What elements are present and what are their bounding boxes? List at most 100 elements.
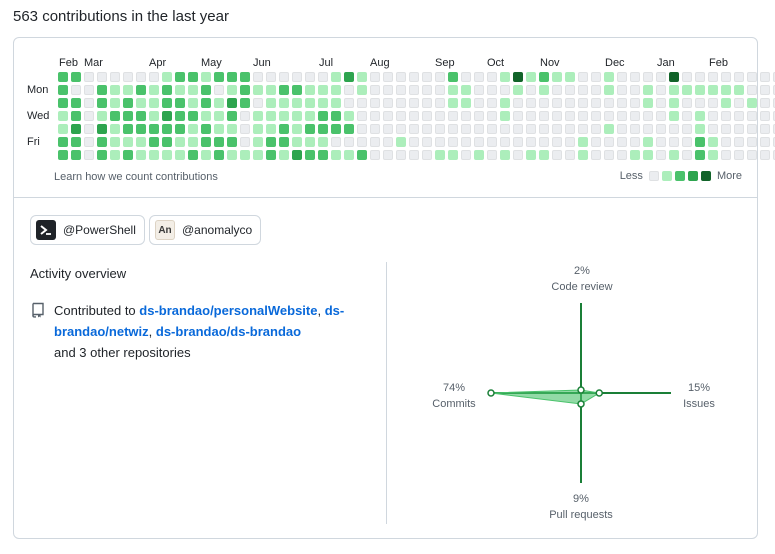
- contribution-day[interactable]: [396, 137, 406, 147]
- contribution-day[interactable]: [539, 137, 549, 147]
- contribution-day[interactable]: [331, 111, 341, 121]
- contribution-day[interactable]: [201, 98, 211, 108]
- contribution-day[interactable]: [448, 150, 458, 160]
- contribution-day[interactable]: [71, 111, 81, 121]
- contribution-day[interactable]: [136, 124, 146, 134]
- contribution-day[interactable]: [656, 137, 666, 147]
- contribution-day[interactable]: [58, 124, 68, 134]
- contribution-day[interactable]: [409, 150, 419, 160]
- contribution-day[interactable]: [643, 98, 653, 108]
- contribution-day[interactable]: [513, 98, 523, 108]
- contribution-day[interactable]: [539, 124, 549, 134]
- contribution-day[interactable]: [344, 137, 354, 147]
- contribution-day[interactable]: [591, 111, 601, 121]
- contribution-day[interactable]: [370, 98, 380, 108]
- contribution-day[interactable]: [747, 98, 757, 108]
- contribution-day[interactable]: [201, 72, 211, 82]
- contribution-day[interactable]: [461, 111, 471, 121]
- contribution-day[interactable]: [734, 124, 744, 134]
- contribution-day[interactable]: [97, 124, 107, 134]
- contribution-day[interactable]: [630, 72, 640, 82]
- contribution-day[interactable]: [708, 85, 718, 95]
- contribution-day[interactable]: [539, 85, 549, 95]
- contribution-day[interactable]: [500, 72, 510, 82]
- contribution-day[interactable]: [123, 150, 133, 160]
- contribution-day[interactable]: [110, 72, 120, 82]
- contribution-day[interactable]: [214, 137, 224, 147]
- contribution-day[interactable]: [669, 98, 679, 108]
- contribution-day[interactable]: [71, 72, 81, 82]
- contribution-day[interactable]: [695, 150, 705, 160]
- contribution-day[interactable]: [630, 137, 640, 147]
- contribution-day[interactable]: [747, 124, 757, 134]
- contribution-day[interactable]: [162, 111, 172, 121]
- contribution-day[interactable]: [383, 98, 393, 108]
- contribution-day[interactable]: [370, 150, 380, 160]
- contribution-day[interactable]: [448, 98, 458, 108]
- contribution-day[interactable]: [656, 85, 666, 95]
- contribution-day[interactable]: [279, 72, 289, 82]
- contribution-day[interactable]: [175, 137, 185, 147]
- contribution-day[interactable]: [708, 98, 718, 108]
- contribution-day[interactable]: [110, 85, 120, 95]
- contribution-day[interactable]: [71, 137, 81, 147]
- contribution-day[interactable]: [734, 72, 744, 82]
- contribution-day[interactable]: [435, 111, 445, 121]
- contribution-day[interactable]: [396, 111, 406, 121]
- contribution-day[interactable]: [162, 124, 172, 134]
- contribution-day[interactable]: [760, 124, 770, 134]
- contribution-day[interactable]: [110, 98, 120, 108]
- contribution-day[interactable]: [734, 85, 744, 95]
- contribution-day[interactable]: [552, 72, 562, 82]
- contribution-day[interactable]: [240, 150, 250, 160]
- contribution-day[interactable]: [162, 85, 172, 95]
- repo-link-personalwebsite[interactable]: ds-brandao/personalWebsite: [139, 303, 318, 318]
- contribution-day[interactable]: [97, 111, 107, 121]
- contribution-day[interactable]: [162, 137, 172, 147]
- contribution-day[interactable]: [721, 124, 731, 134]
- contribution-day[interactable]: [227, 124, 237, 134]
- contribution-day[interactable]: [721, 137, 731, 147]
- contribution-day[interactable]: [292, 72, 302, 82]
- contribution-day[interactable]: [487, 72, 497, 82]
- contribution-day[interactable]: [331, 137, 341, 147]
- contribution-day[interactable]: [305, 150, 315, 160]
- contribution-day[interactable]: [383, 72, 393, 82]
- contribution-day[interactable]: [448, 85, 458, 95]
- contribution-day[interactable]: [604, 124, 614, 134]
- contribution-day[interactable]: [240, 98, 250, 108]
- contribution-day[interactable]: [526, 124, 536, 134]
- contribution-day[interactable]: [578, 124, 588, 134]
- contribution-day[interactable]: [643, 111, 653, 121]
- contribution-day[interactable]: [513, 85, 523, 95]
- contribution-day[interactable]: [344, 150, 354, 160]
- contribution-day[interactable]: [474, 124, 484, 134]
- contribution-day[interactable]: [162, 98, 172, 108]
- contribution-day[interactable]: [617, 111, 627, 121]
- contribution-day[interactable]: [175, 111, 185, 121]
- contribution-day[interactable]: [318, 124, 328, 134]
- contribution-day[interactable]: [760, 72, 770, 82]
- contribution-day[interactable]: [500, 111, 510, 121]
- contribution-day[interactable]: [734, 98, 744, 108]
- contribution-day[interactable]: [357, 137, 367, 147]
- contribution-day[interactable]: [461, 85, 471, 95]
- contribution-day[interactable]: [747, 85, 757, 95]
- contribution-day[interactable]: [552, 137, 562, 147]
- contribution-day[interactable]: [669, 150, 679, 160]
- contribution-day[interactable]: [643, 150, 653, 160]
- contribution-day[interactable]: [604, 85, 614, 95]
- contribution-day[interactable]: [474, 137, 484, 147]
- contribution-day[interactable]: [383, 111, 393, 121]
- contribution-day[interactable]: [682, 124, 692, 134]
- contribution-day[interactable]: [669, 72, 679, 82]
- contribution-day[interactable]: [266, 72, 276, 82]
- contribution-day[interactable]: [461, 137, 471, 147]
- contribution-day[interactable]: [565, 111, 575, 121]
- contribution-day[interactable]: [695, 124, 705, 134]
- contribution-day[interactable]: [357, 150, 367, 160]
- contribution-day[interactable]: [123, 111, 133, 121]
- contribution-day[interactable]: [500, 150, 510, 160]
- contribution-day[interactable]: [383, 85, 393, 95]
- contribution-day[interactable]: [578, 98, 588, 108]
